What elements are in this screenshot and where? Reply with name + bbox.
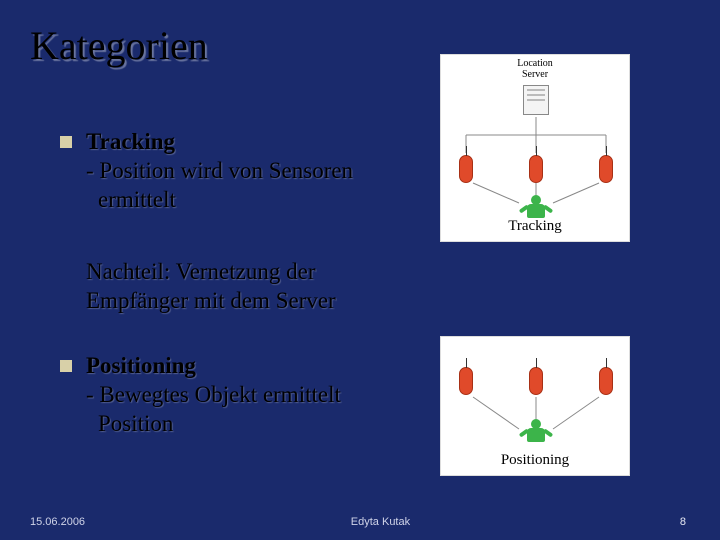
bullet-heading: Tracking	[86, 129, 175, 154]
mid-line2: Empfänger mit dem Server	[86, 288, 336, 313]
footer-date: 15.06.2006	[30, 516, 85, 528]
mid-paragraph: Nachteil: Vernetzung der Empfänger mit d…	[86, 258, 406, 316]
footer-author: Edyta Kutak	[351, 516, 410, 528]
beacon-icon	[599, 155, 613, 183]
bullet-text: Tracking - Position wird von Sensoren er…	[86, 128, 353, 214]
bullet-item-positioning: Positioning - Bewegtes Objekt ermittelt …	[60, 352, 400, 438]
bullet-detail-line1: Bewegtes Objekt ermittelt	[99, 382, 340, 407]
figure-positioning: Positioning	[440, 336, 630, 476]
bullet-detail-prefix: -	[86, 382, 99, 407]
bullet-marker-icon	[60, 136, 72, 148]
bullet-item-tracking: Tracking - Position wird von Sensoren er…	[60, 128, 400, 214]
figure-tracking: LocationServer Tracking	[440, 54, 630, 242]
mid-line1: Nachteil: Vernetzung der	[86, 259, 315, 284]
beacon-icon	[529, 367, 543, 395]
bullet-detail-prefix: -	[86, 158, 99, 183]
figure-label: Positioning	[501, 452, 569, 469]
beacon-icon	[599, 367, 613, 395]
footer-page-number: 8	[676, 516, 690, 528]
beacon-icon	[529, 155, 543, 183]
beacon-icon	[459, 367, 473, 395]
figure-label: Tracking	[508, 218, 562, 235]
bullet-detail-line2: ermittelt	[86, 186, 176, 215]
person-icon	[521, 419, 551, 451]
bullet-marker-icon	[60, 360, 72, 372]
bullet-heading: Positioning	[86, 353, 196, 378]
bullet-detail-line2: Position	[86, 410, 173, 439]
bullet-text: Positioning - Bewegtes Objekt ermittelt …	[86, 352, 341, 438]
slide-title: Kategorien	[30, 22, 208, 69]
beacon-icon	[459, 155, 473, 183]
bullet-detail-line1: Position wird von Sensoren	[99, 158, 353, 183]
slide-footer: 15.06.2006 Edyta Kutak 8	[0, 516, 720, 528]
